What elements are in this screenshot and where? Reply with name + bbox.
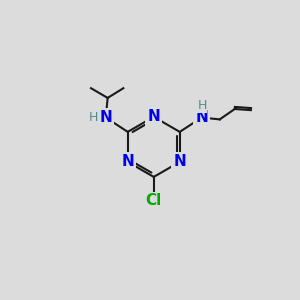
Text: Cl: Cl bbox=[146, 194, 162, 208]
Text: N: N bbox=[122, 154, 134, 169]
Text: N: N bbox=[147, 109, 160, 124]
Text: H: H bbox=[197, 99, 207, 112]
Text: H: H bbox=[89, 111, 98, 124]
Text: N: N bbox=[173, 154, 186, 169]
Text: N: N bbox=[195, 110, 208, 125]
Text: N: N bbox=[99, 110, 112, 125]
